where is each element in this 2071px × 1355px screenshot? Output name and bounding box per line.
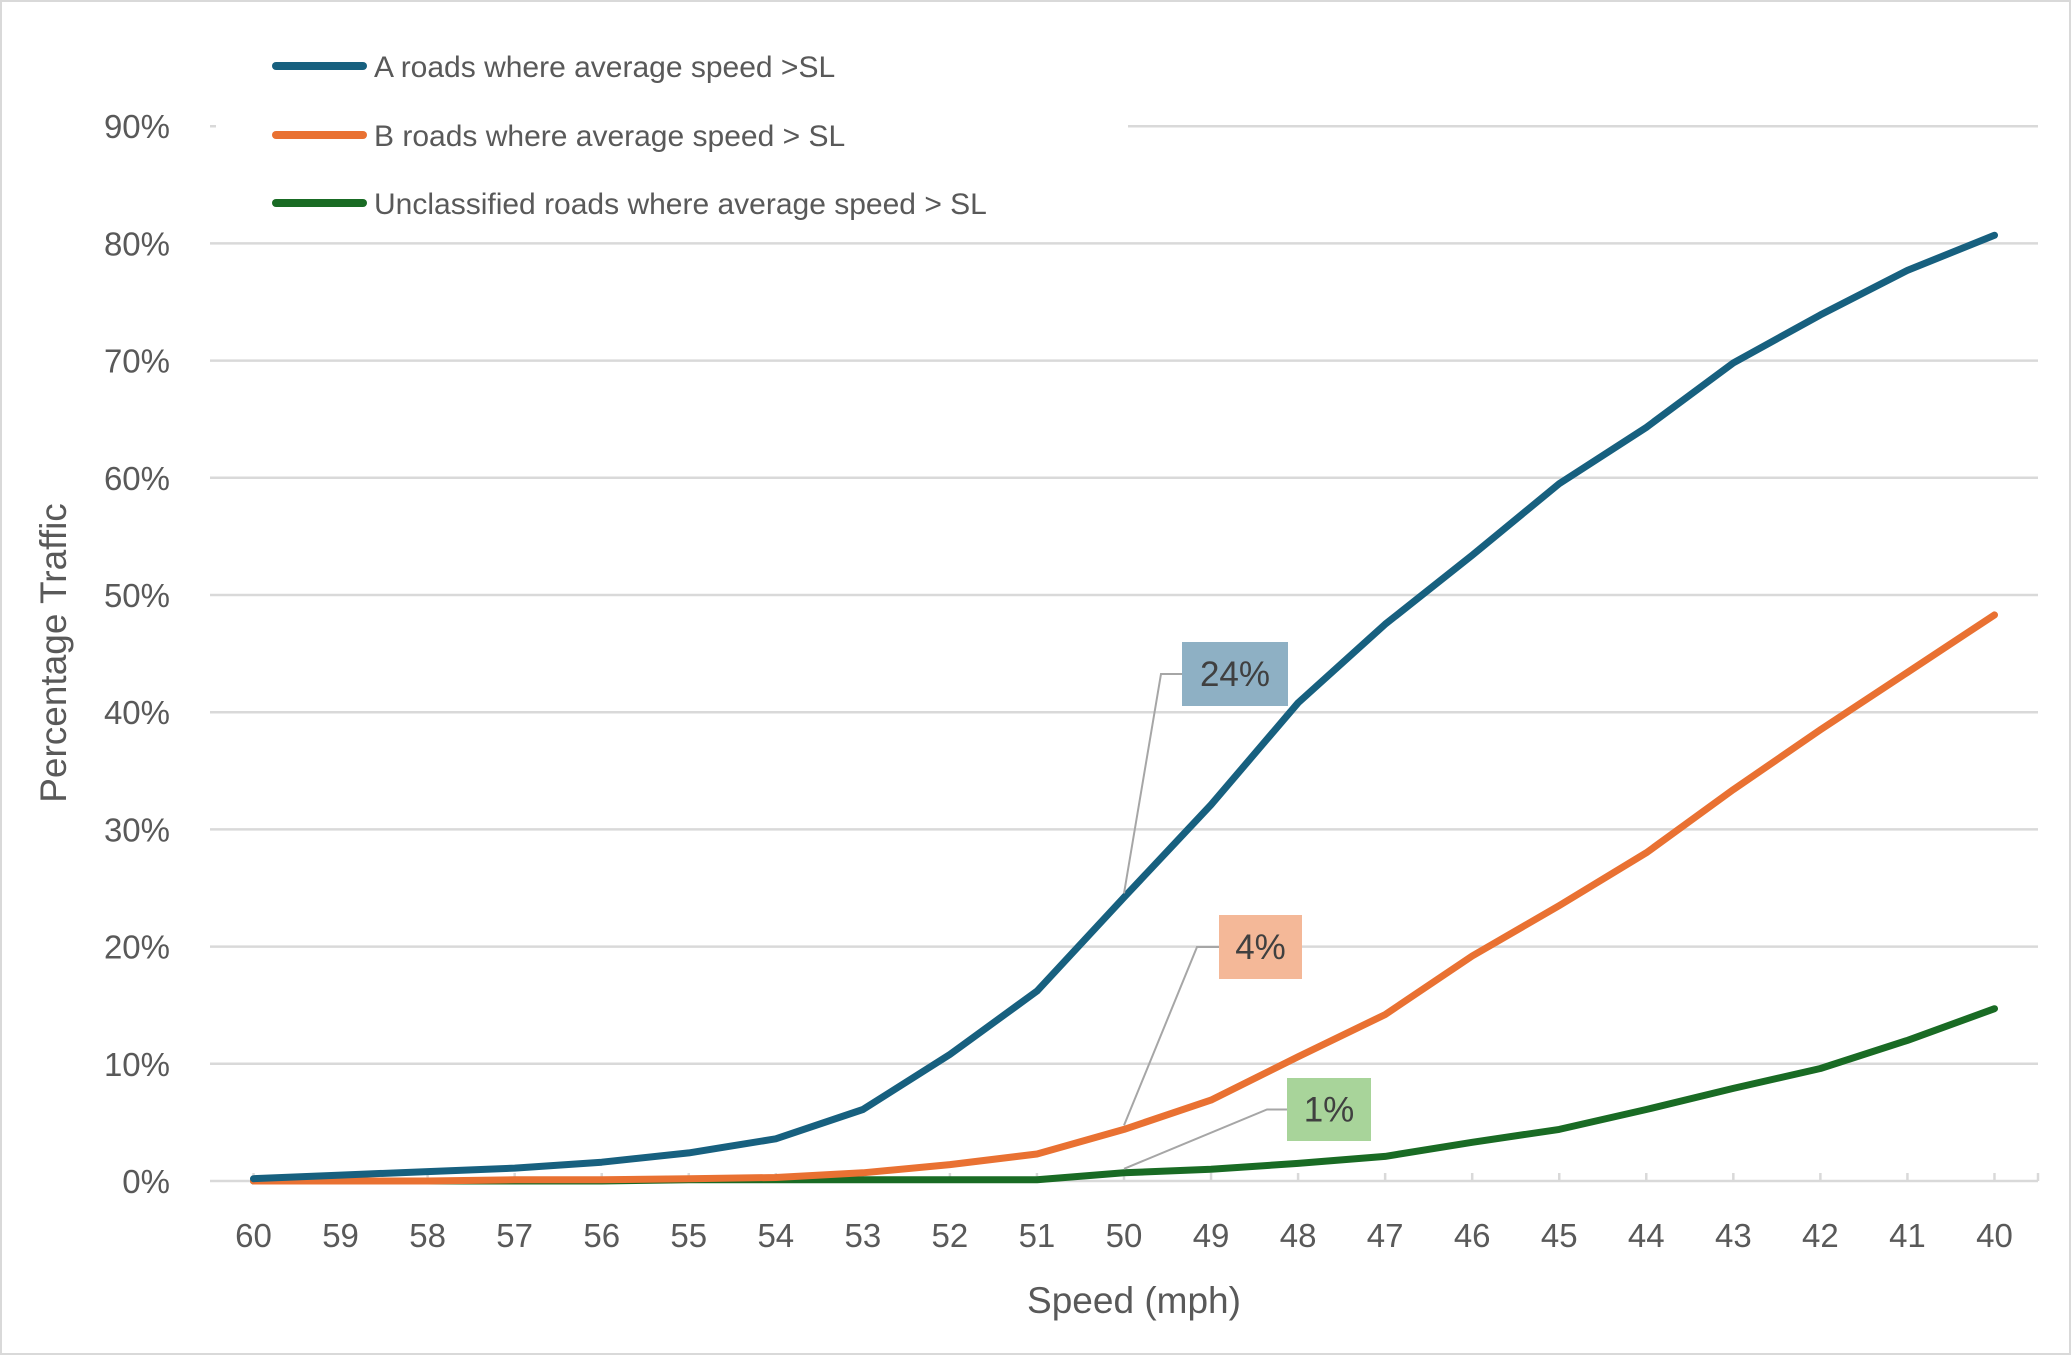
x-tick-label: 58 xyxy=(409,1217,446,1254)
data-label: 24% xyxy=(1200,655,1270,694)
x-tick-label: 41 xyxy=(1889,1217,1926,1254)
y-tick-label: 70% xyxy=(104,343,170,380)
data-label-box xyxy=(1287,1078,1371,1141)
leader-line xyxy=(1123,1108,1287,1170)
data-label: 4% xyxy=(1235,928,1286,967)
x-tick-label: 57 xyxy=(496,1217,533,1254)
x-tick-label: 51 xyxy=(1019,1217,1056,1254)
x-axis-title: Speed (mph) xyxy=(1027,1280,1241,1321)
x-tick-label: 55 xyxy=(670,1217,707,1254)
y-tick-label: 10% xyxy=(104,1046,170,1083)
x-tick-label: 49 xyxy=(1193,1217,1230,1254)
legend-background xyxy=(216,22,1128,232)
y-axis-tick-labels: 0% 10% 20% 30% 40% 50% 60% 70% 80% 90% xyxy=(104,108,170,1200)
x-tick-label: 59 xyxy=(322,1217,359,1254)
y-axis-title: Percentage Traffic xyxy=(33,503,74,803)
y-tick-label: 60% xyxy=(104,460,170,497)
data-label-box xyxy=(1182,642,1288,706)
data-labels: 24% 4% 1% xyxy=(1123,642,1371,1170)
y-tick-label: 90% xyxy=(104,108,170,145)
y-tick-label: 30% xyxy=(104,811,170,848)
legend-label-1: B roads where average speed > SL xyxy=(374,120,845,153)
x-tick-label: 52 xyxy=(932,1217,969,1254)
x-tick-label: 40 xyxy=(1976,1217,2013,1254)
x-tick-label: 56 xyxy=(583,1217,620,1254)
x-tick-label: 50 xyxy=(1106,1217,1143,1254)
data-label-box xyxy=(1219,915,1302,979)
series-line-2 xyxy=(250,1005,1998,1185)
x-tick-label: 60 xyxy=(235,1217,272,1254)
series-lines xyxy=(250,231,1998,1185)
x-tick-label: 44 xyxy=(1628,1217,1665,1254)
y-tick-label: 40% xyxy=(104,694,170,731)
x-tick-label: 53 xyxy=(844,1217,881,1254)
x-tick-label: 43 xyxy=(1715,1217,1752,1254)
x-axis-tick-labels: 60 59 58 57 56 55 54 53 52 51 50 49 48 47 46 45 44 43 42 41… xyxy=(235,1217,2013,1254)
data-label: 1% xyxy=(1304,1091,1355,1130)
gridlines xyxy=(210,124,2038,1066)
x-tick-label: 47 xyxy=(1367,1217,1404,1254)
leader-line xyxy=(1123,946,1219,1126)
legend-label-2: Unclassified roads where average speed >… xyxy=(374,188,987,221)
x-tick-label: 42 xyxy=(1802,1217,1839,1254)
leader-line xyxy=(1123,673,1182,894)
x-tick-label: 54 xyxy=(757,1217,794,1254)
x-tick-label: 48 xyxy=(1280,1217,1317,1254)
legend: A roads where average speed >SL B roads w… xyxy=(216,22,1128,232)
series-line-0 xyxy=(250,231,1998,1183)
y-tick-label: 50% xyxy=(104,577,170,614)
series-line-1 xyxy=(250,611,1998,1185)
legend-label-0: A roads where average speed >SL xyxy=(374,51,835,84)
x-tick-label: 46 xyxy=(1454,1217,1491,1254)
y-tick-label: 20% xyxy=(104,929,170,966)
y-tick-label: 80% xyxy=(104,225,170,262)
y-tick-label: 0% xyxy=(122,1163,170,1200)
x-tick-label: 45 xyxy=(1541,1217,1578,1254)
